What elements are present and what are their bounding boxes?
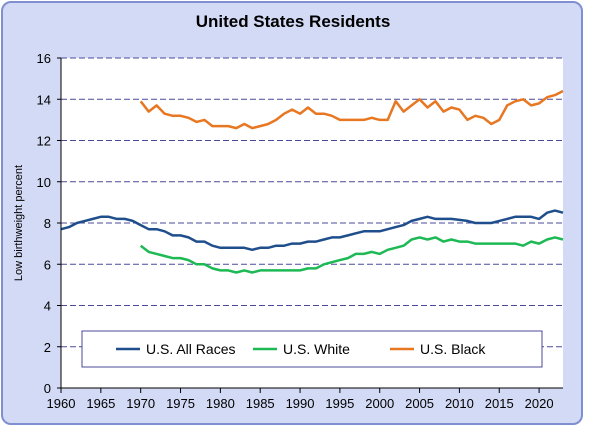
x-tick-label: 2010 — [445, 396, 474, 411]
legend-label: U.S. Black — [420, 341, 486, 357]
y-tick-label: 2 — [44, 340, 51, 355]
x-tick-label: 1975 — [166, 396, 195, 411]
x-tick-label: 1990 — [286, 396, 315, 411]
legend-label: U.S. All Races — [146, 341, 235, 357]
x-tick-label: 1960 — [47, 396, 76, 411]
y-tick-label: 12 — [37, 134, 51, 149]
y-axis-label: Low birthweight percent — [13, 165, 25, 281]
y-tick-label: 10 — [37, 175, 51, 190]
x-tick-label: 2005 — [405, 396, 434, 411]
x-tick-label: 1995 — [325, 396, 354, 411]
series-line — [60, 209, 564, 252]
legend-label: U.S. White — [283, 341, 350, 357]
y-tick-label: 8 — [44, 216, 51, 231]
x-tick-label: 2015 — [485, 396, 514, 411]
legend-box — [81, 330, 543, 368]
y-tick-label: 6 — [44, 257, 51, 272]
series-line — [139, 89, 564, 130]
x-tick-label: 1985 — [246, 396, 275, 411]
legend: U.S. All Races U.S. White U.S. Black — [81, 330, 543, 368]
x-tick-label: 1965 — [86, 396, 115, 411]
x-tick-label: 1980 — [206, 396, 235, 411]
y-tick-label: 4 — [44, 299, 51, 314]
chart-title: United States Residents — [195, 12, 391, 31]
x-tick-label: 2020 — [525, 396, 554, 411]
axes: 0 2 4 6 8 10 12 14 16 1960 1965 1970 1975 1980 1985 199… — [37, 51, 563, 411]
x-tick-label: 2000 — [365, 396, 394, 411]
y-tick-label: 16 — [37, 51, 51, 66]
series-lines — [60, 89, 564, 274]
grid — [61, 57, 563, 348]
x-tick-label: 1970 — [126, 396, 155, 411]
y-tick-label: 14 — [37, 92, 51, 107]
series-line — [139, 236, 564, 274]
y-tick-label: 0 — [44, 381, 51, 396]
